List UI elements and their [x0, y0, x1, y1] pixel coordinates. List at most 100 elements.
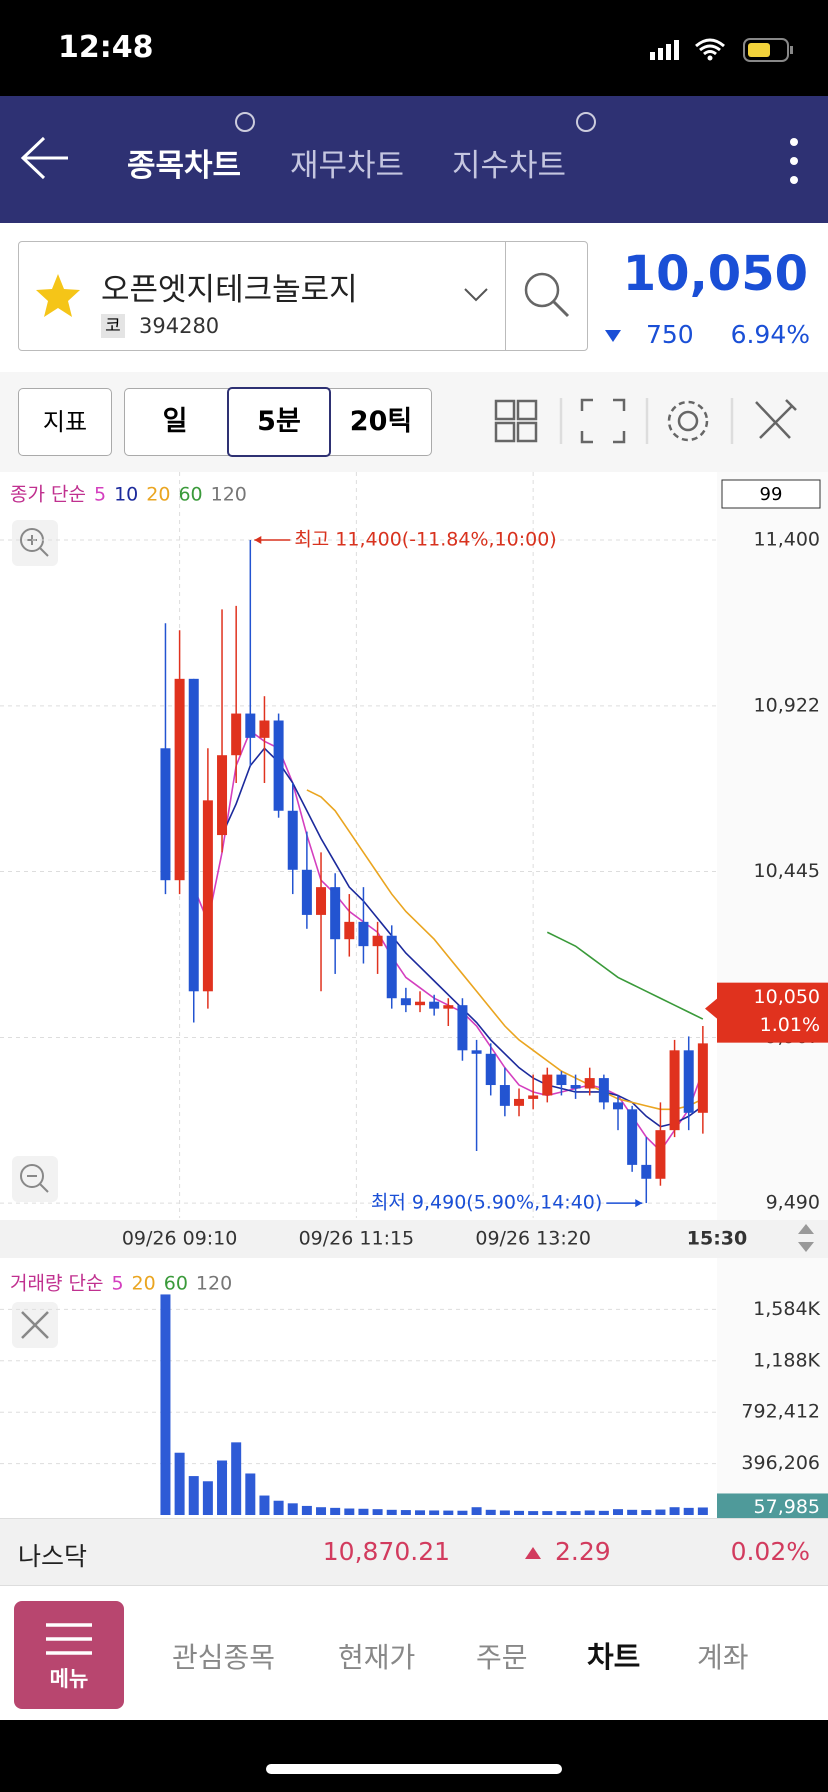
last-price-label: 10,050 — [754, 986, 820, 1008]
volume-bar — [372, 1509, 383, 1515]
volume-bar — [160, 1294, 171, 1515]
volume-bar — [613, 1509, 624, 1515]
favorite-star[interactable] — [33, 272, 83, 320]
volume-bar — [471, 1507, 482, 1515]
search-button[interactable] — [505, 242, 588, 350]
volume-bar — [584, 1510, 595, 1515]
legend-item: 20 — [132, 1273, 156, 1295]
menu-label: 메뉴 — [49, 1667, 89, 1691]
candle-body — [598, 1078, 609, 1103]
nav-tab-active[interactable]: 차트 — [587, 1640, 641, 1674]
zoom-out[interactable] — [12, 1156, 58, 1202]
volume-bar — [485, 1509, 496, 1515]
link-icon — [576, 112, 596, 132]
period-button[interactable]: 5분 — [227, 387, 331, 457]
nav-tab[interactable]: 주문 — [476, 1641, 528, 1674]
market-change: 2.29 — [555, 1537, 611, 1566]
nav-tab[interactable]: 관심종목 — [172, 1641, 276, 1674]
x-tick-label: 09/26 13:20 — [475, 1228, 591, 1250]
annotation: 최저 9,490(5.90%,14:40) — [371, 1192, 602, 1214]
x-tick-label: 09/26 09:10 — [122, 1228, 238, 1250]
x-tick-label: 15:30 — [687, 1228, 747, 1250]
tab[interactable]: 재무차트 — [290, 148, 405, 184]
legend-item: 10 — [114, 484, 138, 506]
more-button[interactable] — [784, 136, 804, 186]
back-button[interactable] — [20, 136, 70, 180]
candle-body — [471, 1050, 482, 1054]
candle-body — [273, 720, 284, 811]
volume-bar — [287, 1503, 298, 1515]
up-arrow — [525, 1547, 541, 1559]
candle-body — [499, 1085, 510, 1106]
candle-body — [174, 678, 185, 881]
nav-tab[interactable]: 현재가 — [338, 1641, 416, 1674]
volume-bar — [245, 1473, 256, 1515]
candle-body — [556, 1074, 567, 1086]
tab[interactable]: 지수차트 — [452, 148, 567, 184]
legend-label: 거래량 단순 — [10, 1273, 103, 1295]
y-tick-label: 396,206 — [741, 1452, 820, 1474]
dropdown[interactable] — [463, 287, 489, 303]
volume-bar — [330, 1507, 341, 1515]
candle-body — [485, 1053, 496, 1086]
market-ticker: 나스닥 10,870.21 2.29 0.02% — [0, 1518, 828, 1586]
candle-body — [514, 1098, 525, 1106]
last-volume-label: 57,985 — [754, 1496, 820, 1518]
candle-body — [443, 1005, 454, 1009]
volume-bar — [429, 1510, 440, 1515]
stock-code: 394280 — [139, 314, 220, 338]
header: 종목차트 재무차트 지수차트 — [0, 96, 828, 223]
current-price: 10,050 — [622, 246, 808, 302]
candle-body — [570, 1085, 581, 1089]
market-name: 나스닥 — [18, 1542, 88, 1571]
stock-selector[interactable]: 오픈엣지테크놀로지 코 394280 — [18, 241, 588, 351]
candle-body — [669, 1050, 680, 1131]
y-tick-label: 1,584K — [753, 1298, 820, 1320]
candle-body — [217, 755, 228, 836]
clock: 12:48 — [58, 30, 154, 65]
volume-bar — [655, 1509, 666, 1515]
candle-body — [683, 1050, 694, 1113]
toolbar-icons[interactable] — [490, 396, 820, 448]
legend-item: 120 — [211, 484, 247, 506]
volume-bar — [231, 1442, 242, 1515]
last-volume-tag — [717, 1493, 828, 1518]
candle-body — [202, 800, 213, 992]
tab[interactable]: 종목차트 — [127, 148, 242, 184]
status-icons — [650, 38, 793, 62]
volume-bar — [528, 1511, 539, 1515]
volume-bar — [259, 1495, 270, 1515]
indicator-button[interactable]: 지표 — [18, 388, 112, 456]
y-tick-label: 10,922 — [754, 694, 820, 716]
volume-bar — [697, 1507, 708, 1515]
candle-body — [245, 713, 256, 738]
volume-bar — [542, 1511, 553, 1515]
candle-body — [287, 810, 298, 870]
period-button[interactable]: 일 — [162, 406, 188, 437]
down-arrow — [605, 330, 621, 342]
zoom-in[interactable] — [12, 520, 58, 566]
status-bar: 12:48 — [0, 0, 828, 96]
candle-body — [372, 935, 383, 947]
nav-tab[interactable]: 계좌 — [697, 1641, 749, 1674]
menu-button[interactable]: 메뉴 — [14, 1601, 124, 1709]
volume-bar — [188, 1476, 199, 1515]
price-change: 750 — [646, 320, 694, 349]
scroll-arrows[interactable] — [798, 1224, 814, 1252]
legend-item: 60 — [164, 1273, 188, 1295]
volume-bar — [514, 1510, 525, 1515]
x-tick-label: 09/26 11:15 — [299, 1228, 415, 1250]
home-area — [0, 1720, 828, 1792]
annotation: 최고 11,400(-11.84%,10:00) — [294, 528, 556, 550]
close-volume[interactable] — [12, 1302, 58, 1348]
volume-bar — [598, 1510, 609, 1515]
candle-body — [316, 887, 327, 915]
candle-body — [542, 1074, 553, 1096]
volume-bar — [641, 1510, 652, 1515]
candle-body — [259, 720, 270, 738]
candle-body — [231, 713, 242, 756]
period-button[interactable]: 20틱 — [349, 406, 413, 437]
legend-item: 120 — [196, 1273, 232, 1295]
volume-bar — [202, 1481, 213, 1515]
